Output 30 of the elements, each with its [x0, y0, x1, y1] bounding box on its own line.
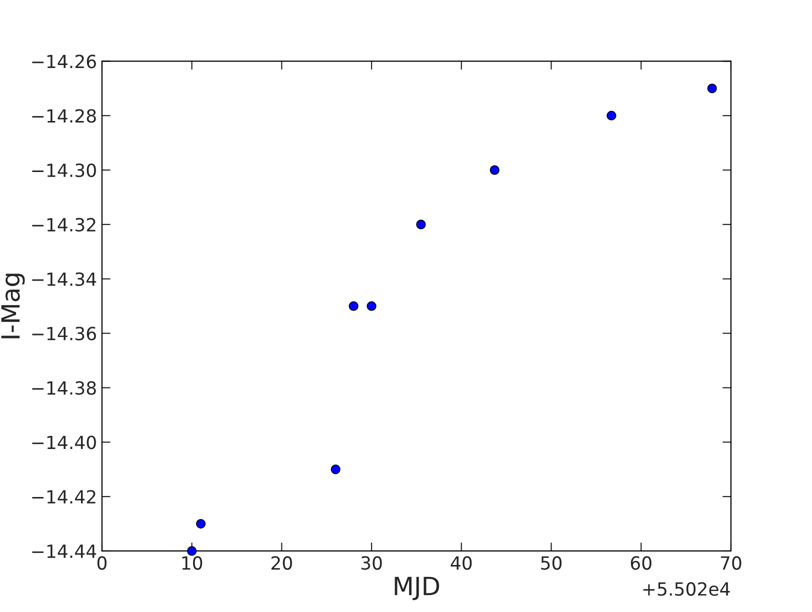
text: +5.502e4 — [643, 582, 730, 596]
x-tick-label: 0 — [97, 556, 107, 570]
point — [707, 84, 717, 94]
y-tick-label: −14.30 — [32, 164, 96, 178]
x-tick-label: 70 — [720, 556, 742, 570]
x-tick-label: 60 — [630, 556, 652, 570]
y-tick-label: −14.28 — [32, 109, 96, 123]
y-axis-title: I-Mag — [1, 274, 25, 338]
point — [366, 301, 376, 311]
point — [416, 220, 426, 230]
x-tick-label: 20 — [272, 556, 292, 570]
x-tick-label: 30 — [361, 556, 382, 570]
x-tick-label: 50 — [541, 556, 562, 570]
point — [348, 301, 358, 311]
x-tick-label: 10 — [182, 556, 202, 570]
point — [330, 464, 340, 474]
point — [606, 110, 616, 120]
point — [490, 165, 500, 175]
x-axis-title: MJD — [394, 576, 440, 600]
y-tick-label: −14.42 — [32, 490, 96, 504]
point — [187, 546, 197, 556]
y-tick-label: −14.44 — [32, 544, 96, 558]
y-tick-label: −14.40 — [32, 436, 96, 450]
point — [196, 518, 206, 529]
y-tick-label: −14.32 — [32, 218, 96, 232]
y-tick-label: −14.34 — [32, 272, 96, 286]
y-tick-label: −14.38 — [32, 381, 96, 395]
x-tick-label: 40 — [450, 556, 472, 570]
y-tick-label: −14.36 — [32, 326, 96, 340]
y-tick-label: −14.26 — [32, 54, 96, 68]
